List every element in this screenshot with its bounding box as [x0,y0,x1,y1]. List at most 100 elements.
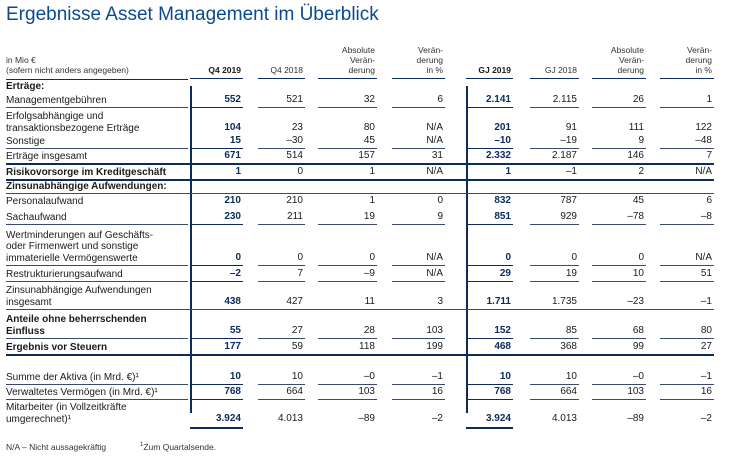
table-row: Ergebnis vor Steuern 177 59 118 199 468 368 99 2… [0,340,729,354]
table-cell: –1 [565,166,577,177]
table-cell: 27 [700,341,712,352]
column-header-3: Absolute Verän-derung [315,45,375,75]
row-label-line: Personalaufwand [6,195,84,207]
table-cell: –30 [286,135,303,146]
table-cell: 157 [358,150,375,161]
row-rule [190,384,243,385]
total-rule [6,179,714,181]
row-label: Restrukturierungsaufwand [6,269,192,281]
table-cell: 468 [494,341,511,352]
unit-label: in Mio € [6,55,36,65]
table-cell: 118 [359,341,375,352]
row-rule [392,281,445,282]
row-rule [392,265,445,266]
section-rule [6,309,714,310]
row-label: Sonstige [6,136,192,148]
table-row: Wertminderungen auf Geschäfts-oder Firme… [0,226,729,265]
row-rule [6,338,188,339]
table-cell: N/A [426,135,443,146]
row-label-line: Verwaltetes Vermögen (in Mrd. €)¹ [6,386,158,398]
table-cell: 9 [638,135,644,146]
column-header-line: Q4 2018 [270,65,303,75]
row-label-line: Zinsunabhängige Aufwendungen [6,285,152,296]
header-rule [592,78,646,79]
table-cell: 427 [286,296,303,307]
row-label-line: Risikovorsorge im Kreditgeschäft [6,166,167,178]
table-cell: 111 [628,122,644,133]
row-label: Zinsunabhängige Aufwendungen: [6,181,192,193]
row-rule [466,399,513,400]
table-cell: 0 [297,166,303,177]
row-rule [530,107,579,108]
table-cell: 10 [499,371,511,382]
row-label-line: Summe der Aktiva (in Mrd. €)¹ [6,371,139,383]
table-cell: 768 [494,386,511,397]
row-rule [660,148,714,149]
table-cell: 210 [224,195,241,206]
table-cell: 4.013 [551,413,577,424]
table-cell: 16 [431,386,443,397]
table-cell: 45 [632,195,644,206]
table-cell: 85 [565,325,577,336]
table-cell: 3.924 [215,413,241,424]
table-cell: 28 [363,325,375,336]
table-row: Managementgebühren 552 521 32 6 2.141 2.115 26 1 [0,93,729,107]
row-label: Personalaufwand [6,196,192,208]
row-rule [392,338,445,339]
column-header-line: Verän- [618,55,644,65]
row-rule [660,384,714,385]
header-rule [530,78,579,79]
table-cell: 152 [494,325,511,336]
table-cell: 99 [632,341,644,352]
table-cell: 230 [224,211,241,222]
row-rule [392,107,445,108]
column-header-line: Absolute [341,45,375,55]
row-rule [530,265,579,266]
table-cell: 7 [297,268,303,279]
row-label: Verwaltetes Vermögen (in Mrd. €)¹ [6,387,192,399]
table-cell: 1.735 [551,296,577,307]
table-cell: N/A [695,252,712,263]
row-rule [190,281,243,282]
table-row: Anteile ohne beherrschenden Einfluss 55 27 2… [0,311,729,338]
table-cell: 2.115 [552,94,577,105]
row-label-line: Erträge: [6,80,45,92]
table-cell: 1 [706,94,712,105]
table-cell: 0 [369,252,375,263]
header-rule [466,78,513,79]
table-cell: 768 [224,386,241,397]
table-cell: –1 [431,371,443,382]
table-cell: 7 [706,150,712,161]
table-cell: 10 [632,268,644,279]
table-cell: 2.141 [485,94,511,105]
table-row: Risikovorsorge im Kreditgeschäft 1 0 1 N/A 1 –… [0,165,729,179]
table-cell: 29 [499,268,511,279]
row-rule [318,224,377,225]
row-rule [190,399,243,400]
row-rule [258,281,305,282]
row-rule [318,107,377,108]
column-header-line: GJ 2018 [544,65,577,75]
table-cell: –19 [560,135,577,146]
row-rule [592,107,646,108]
row-label-line: Wertminderungen auf Geschäfts- [6,229,154,241]
row-rule [660,281,714,282]
highlight-bottom-rule [466,427,513,429]
table-cell: 514 [286,150,303,161]
table-cell: 19 [565,268,577,279]
column-header-line: derung [416,55,443,65]
row-rule [592,265,646,266]
row-rule [6,148,188,149]
table-cell: 68 [632,325,644,336]
row-label-line: Einfluss [6,325,45,337]
row-rule [592,281,646,282]
table-cell: 80 [700,325,712,336]
table-cell: 438 [224,296,241,307]
row-rule [530,224,579,225]
table-row: Erfolgsabhängige und transaktionsbezogene… [0,109,729,135]
table-cell: N/A [426,122,443,133]
row-label-line: Erträge insgesamt [6,150,88,162]
header-rule [318,78,377,79]
table-cell: 787 [560,195,577,206]
row-rule [6,224,188,225]
